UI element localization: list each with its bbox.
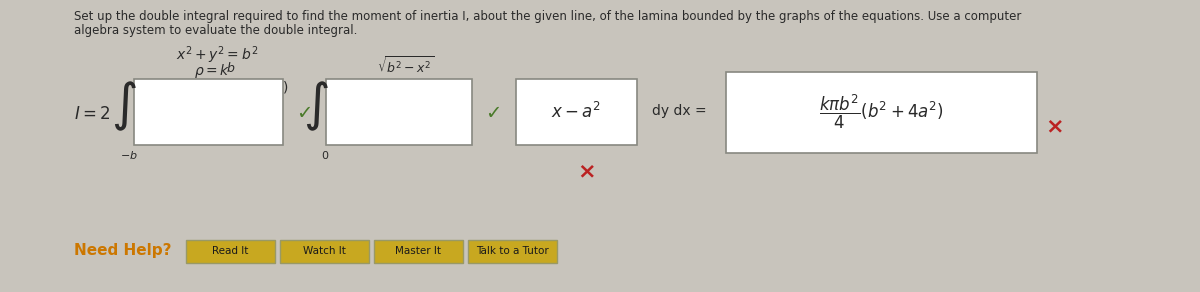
- FancyBboxPatch shape: [468, 239, 557, 263]
- Text: $\sqrt{b^2-x^2}$: $\sqrt{b^2-x^2}$: [377, 56, 434, 77]
- Text: Set up the double integral required to find the moment of inertia I, about the g: Set up the double integral required to f…: [74, 10, 1021, 23]
- Text: $\mathbf{\times}$: $\mathbf{\times}$: [577, 162, 595, 182]
- Text: $b$: $b$: [226, 61, 235, 75]
- Text: Master It: Master It: [395, 246, 442, 256]
- Text: $\int$: $\int$: [112, 80, 137, 133]
- Text: $\int$: $\int$: [304, 80, 329, 133]
- Text: Need Help?: Need Help?: [74, 242, 172, 258]
- Text: dy dx =: dy dx =: [652, 105, 707, 119]
- Text: Talk to a Tutor: Talk to a Tutor: [475, 246, 548, 256]
- FancyBboxPatch shape: [726, 72, 1037, 152]
- Text: $-b$: $-b$: [120, 149, 138, 161]
- Text: $x^2 + y^2 = b^2$: $x^2 + y^2 = b^2$: [176, 44, 258, 66]
- FancyBboxPatch shape: [133, 79, 282, 145]
- Text: $\checkmark$: $\checkmark$: [486, 102, 500, 121]
- Text: $\dfrac{k\pi b^2}{4}\left(b^2 + 4a^2\right)$: $\dfrac{k\pi b^2}{4}\left(b^2 + 4a^2\rig…: [818, 93, 943, 131]
- FancyBboxPatch shape: [325, 79, 472, 145]
- FancyBboxPatch shape: [516, 79, 636, 145]
- Text: $\mathbf{\times}$: $\mathbf{\times}$: [1045, 117, 1063, 137]
- Text: $\rho = k$: $\rho = k$: [194, 62, 230, 80]
- Text: line: $x = a$  $(a > b)$: line: $x = a$ $(a > b)$: [166, 79, 289, 95]
- Text: $I = 2$: $I = 2$: [74, 105, 110, 123]
- Text: Watch It: Watch It: [302, 246, 346, 256]
- Text: $0$: $0$: [320, 149, 329, 161]
- FancyBboxPatch shape: [186, 239, 275, 263]
- FancyBboxPatch shape: [373, 239, 462, 263]
- Text: Read It: Read It: [212, 246, 248, 256]
- Text: $\checkmark$: $\checkmark$: [296, 102, 312, 121]
- Text: algebra system to evaluate the double integral.: algebra system to evaluate the double in…: [74, 24, 358, 37]
- FancyBboxPatch shape: [280, 239, 368, 263]
- Text: $x - a^2$: $x - a^2$: [551, 101, 601, 121]
